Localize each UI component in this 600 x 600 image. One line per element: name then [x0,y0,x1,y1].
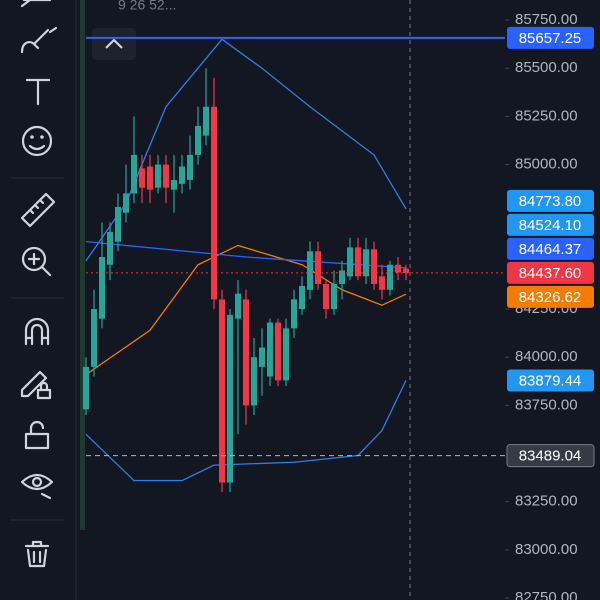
candle-body [235,293,241,319]
candle-body [195,126,201,155]
candle-body [259,347,265,367]
candle-body [219,299,225,483]
candle-body [99,257,105,319]
y-tick-label: 85000.00 [515,156,578,173]
header-text: 9 26 52... [118,0,176,13]
candle-body [131,154,137,194]
candle-body [139,168,145,188]
candle-body [163,164,169,188]
candle-body [171,179,177,190]
price-label-box [507,26,594,49]
price-label: 83489.04 [519,448,582,465]
candle-body [323,284,329,310]
visibility-tool[interactable] [20,473,54,500]
candle-body [363,249,369,277]
candle-body [339,270,345,285]
candle-body [283,328,289,381]
candle-body [267,322,273,377]
indicator-line [85,244,407,376]
zoom-tool[interactable] [21,246,52,277]
candle-body [275,322,281,381]
emoji-tool[interactable] [21,125,53,157]
y-tick-label: 83000.00 [515,541,578,558]
price-label-box [507,261,594,284]
candle-body [251,357,257,406]
candle-body [387,264,393,290]
tool-icon[interactable] [20,0,52,8]
price-label: 84437.60 [519,265,582,282]
price-label-box [507,189,594,212]
text-tool[interactable] [25,78,51,106]
y-tick-label: 85750.00 [515,11,578,28]
candle-body [203,106,209,136]
indicator-line [85,380,407,482]
candle-body [123,193,129,213]
candle-body [211,106,217,300]
price-label: 84326.62 [519,289,582,306]
price-label-box [507,369,594,392]
price-label: 84524.10 [519,217,582,234]
price-label: 85657.25 [519,30,582,47]
price-label-box [507,213,594,236]
y-tick-label: 83750.00 [515,396,578,413]
candle-body [299,285,305,310]
magnet-tool[interactable] [24,317,50,346]
y-tick-label: 85250.00 [515,107,578,124]
candle-body [371,249,377,285]
lock-tool[interactable] [24,420,50,450]
candle-body [315,251,321,285]
price-label: 84464.37 [519,241,582,258]
candle-body [147,166,153,190]
candle-body [403,268,409,273]
candle-body [187,154,193,180]
price-label: 84773.80 [519,193,582,210]
candle-body [291,299,297,329]
brush-tool[interactable] [20,26,58,54]
candle-body [107,231,113,265]
candle-body [155,164,161,188]
price-label-box [507,237,594,260]
side-strip [80,0,85,530]
candle-body [91,309,97,367]
ruler-tool[interactable] [20,192,56,228]
price-label: 83879.44 [519,372,582,389]
price-label-box [506,444,595,468]
candle-body [395,264,401,273]
y-tick-label: 82750.00 [515,589,578,600]
candle-body [115,206,121,242]
price-label-box [507,285,594,308]
candle-body [307,251,313,290]
candle-body [179,166,185,184]
candle-body [379,276,385,290]
collapse-button[interactable] [92,28,136,60]
candle-body [355,247,361,277]
candle-body [227,314,233,483]
candle-body [331,284,337,310]
y-tick-label: 85500.00 [515,59,578,76]
candle-body [83,366,89,410]
candle-body [243,299,249,406]
y-tick-label: 84000.00 [515,348,578,365]
y-tick-label: 83250.00 [515,493,578,510]
trash-tool[interactable] [24,540,50,568]
candle-body [347,247,353,277]
lock-drawing-tool[interactable] [20,370,52,400]
toolbar [10,0,77,600]
